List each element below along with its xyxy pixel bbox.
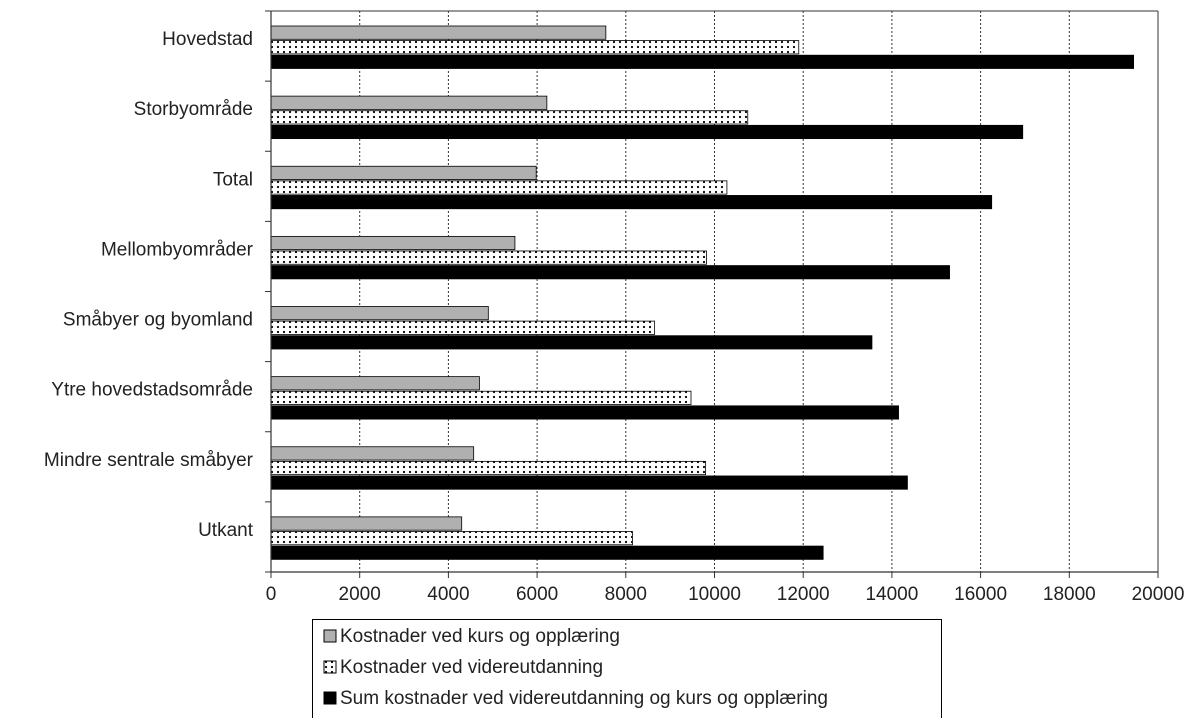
x-tick-label: 16000 xyxy=(954,584,1007,605)
tick-labels: 0 2000 4000 6000 8000 10000 12000 14000 16000 180… xyxy=(266,584,1185,605)
category-label: Total xyxy=(213,169,253,190)
bar-1-4 xyxy=(270,235,516,251)
x-tick-label: 20000 xyxy=(1132,584,1185,605)
legend-label: Kostnader ved videreutdanning xyxy=(340,657,603,678)
category-labels: Hovedstad Storbyområde Total Mellombyområde… xyxy=(44,29,254,541)
x-tick-label: 12000 xyxy=(777,584,830,605)
legend-label: Kostnader ved kurs og opplæring xyxy=(340,626,620,647)
axes xyxy=(265,10,1159,578)
bars xyxy=(270,25,1135,560)
x-tick-label: 4000 xyxy=(427,584,469,605)
category-label: Hovedstad xyxy=(162,29,253,50)
bar-1-6 xyxy=(270,376,480,391)
x-tick-label: 6000 xyxy=(516,584,558,605)
category-label: Mindre sentrale småbyer xyxy=(44,450,254,471)
legend: Kostnader ved kurs og opplæring Kostnader… xyxy=(312,619,942,718)
bar-3-2 xyxy=(270,124,1024,140)
bar-2-6 xyxy=(270,390,692,405)
x-tick-label: 2000 xyxy=(339,584,381,605)
x-tick-label: 10000 xyxy=(688,584,741,605)
category-label: Ytre hovedstadsområde xyxy=(51,380,253,401)
category-label: Småbyer og byomland xyxy=(63,310,253,331)
x-tick-label: 8000 xyxy=(605,584,647,605)
x-tick-label: 14000 xyxy=(865,584,918,605)
bar-2-4 xyxy=(270,250,707,265)
legend-swatch xyxy=(323,691,337,705)
bar-2-1 xyxy=(270,40,800,55)
bar-3-8 xyxy=(270,545,824,560)
bar-3-1 xyxy=(270,54,1135,69)
bar-3-4 xyxy=(270,265,950,280)
category-label: Mellombyområder xyxy=(101,239,254,260)
bar-1-3 xyxy=(270,165,537,180)
bar-3-3 xyxy=(270,195,993,210)
bar-2-8 xyxy=(270,531,633,546)
gridlines xyxy=(359,11,1159,572)
x-tick-label: 18000 xyxy=(1043,584,1096,605)
legend-box xyxy=(312,619,942,718)
legend-swatch xyxy=(323,629,337,643)
category-label: Utkant xyxy=(198,520,254,541)
bar-2-5 xyxy=(270,320,656,335)
bar-3-7 xyxy=(270,475,908,490)
bar-3-5 xyxy=(270,335,873,350)
bar-3-6 xyxy=(270,405,899,420)
bar-2-3 xyxy=(270,180,728,195)
bar-1-7 xyxy=(270,446,475,461)
bar-2-7 xyxy=(270,460,707,476)
legend-swatch xyxy=(323,660,337,674)
bar-1-8 xyxy=(270,516,463,531)
bar-1-2 xyxy=(270,95,548,110)
bar-2-2 xyxy=(270,110,749,125)
bar-1-1 xyxy=(270,25,607,40)
category-label: Storbyområde xyxy=(134,99,253,120)
x-tick-label: 0 xyxy=(266,584,277,605)
legend-label: Sum kostnader ved videreutdanning og kur… xyxy=(340,688,828,709)
bar-1-5 xyxy=(270,306,489,321)
